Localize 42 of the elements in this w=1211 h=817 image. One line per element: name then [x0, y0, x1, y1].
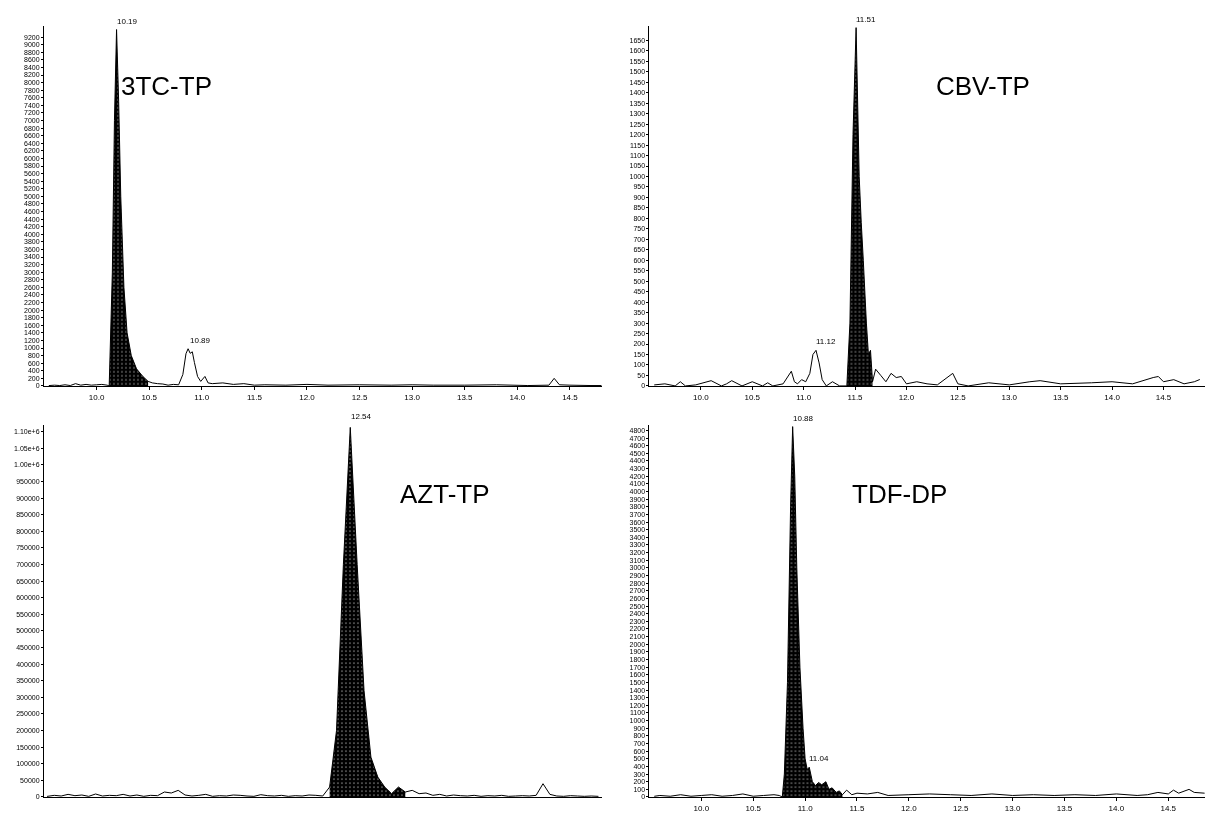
x-tick-label: 10.0 [693, 392, 710, 402]
x-tick-label: 12.0 [901, 803, 918, 813]
x-tick-label: 14.5 [1160, 803, 1177, 813]
annotation: 10.88 [793, 414, 814, 423]
x-tick-label: 14.0 [1104, 392, 1121, 402]
x-tick-label: 12.0 [898, 392, 915, 402]
x-tick-label: 14.5 [1155, 392, 1172, 402]
x-tick-label: 11.5 [847, 392, 864, 402]
text: 3TC-TP [121, 71, 212, 101]
x-tick-label: 13.5 [456, 392, 474, 402]
text: TDF-DP [852, 479, 948, 509]
x-tick-label: 12.5 [351, 392, 368, 402]
x-tick-label: 10.0 [693, 803, 710, 813]
x-tick-label: 12.5 [952, 803, 970, 813]
x-tick-label: 10.5 [744, 392, 761, 402]
line-series [46, 426, 599, 797]
x-tick-label: 13.0 [1001, 392, 1018, 402]
x-tick-label: 13.5 [1052, 392, 1070, 402]
x-tick-label: 12.0 [299, 392, 316, 402]
annotation: 10.19 [117, 17, 138, 26]
annotation: 11.51 [856, 15, 876, 24]
x-tick-label: 12.5 [950, 392, 967, 402]
x-tick-label: 11.0 [797, 803, 814, 813]
x-tick-label: 11.0 [796, 392, 812, 402]
x-tick-label: 11.5 [246, 392, 263, 402]
x-tick-label: 11.5 [849, 803, 866, 813]
x-tick-label: 13.0 [1004, 803, 1021, 813]
x-tick-label: 13.5 [1056, 803, 1073, 813]
x-tick-label: 10.0 [88, 392, 105, 402]
x-tick-label: 10.5 [745, 803, 762, 813]
x-tick-label: 14.0 [1108, 803, 1125, 813]
text: CBV-TP [936, 71, 1030, 101]
x-tick-label: 11.0 [194, 392, 210, 402]
text: 12.54 [351, 412, 372, 421]
text: AZT-TP [400, 479, 490, 509]
annotation: 11.04 [809, 754, 829, 763]
annotation: 11.12 [816, 337, 836, 346]
x-tick-label: 13.0 [404, 392, 421, 402]
x-tick-label: 10.5 [141, 392, 158, 402]
x-tick-label: 14.0 [509, 392, 526, 402]
annotation: 10.89 [190, 336, 211, 345]
x-tick-label: 14.5 [562, 392, 579, 402]
